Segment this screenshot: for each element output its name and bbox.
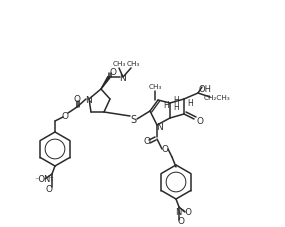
Text: O: O <box>74 94 80 103</box>
Text: O: O <box>162 145 168 154</box>
Text: ⁻O: ⁻O <box>182 207 192 217</box>
Text: H: H <box>173 102 179 111</box>
Text: ⁻O: ⁻O <box>34 175 46 184</box>
Text: CH₂CH₃: CH₂CH₃ <box>203 95 230 101</box>
Text: H: H <box>187 98 193 107</box>
Text: N: N <box>85 95 91 104</box>
Text: CH₃: CH₃ <box>148 84 162 90</box>
Text: O: O <box>62 111 68 120</box>
Text: O: O <box>46 184 52 193</box>
Text: N⁺: N⁺ <box>44 175 54 184</box>
Text: O: O <box>196 116 203 125</box>
Text: O: O <box>109 67 117 76</box>
Text: CH₃: CH₃ <box>112 61 126 67</box>
Text: CH₃: CH₃ <box>126 61 140 67</box>
Text: S: S <box>130 114 136 124</box>
Text: N⁺: N⁺ <box>176 207 186 217</box>
Text: O: O <box>178 217 184 225</box>
Text: N: N <box>157 122 163 131</box>
Text: O: O <box>144 136 150 145</box>
Text: N: N <box>120 73 126 82</box>
Text: H: H <box>173 95 179 104</box>
Text: OH: OH <box>198 84 211 93</box>
Polygon shape <box>101 77 110 90</box>
Text: H: H <box>163 100 169 109</box>
